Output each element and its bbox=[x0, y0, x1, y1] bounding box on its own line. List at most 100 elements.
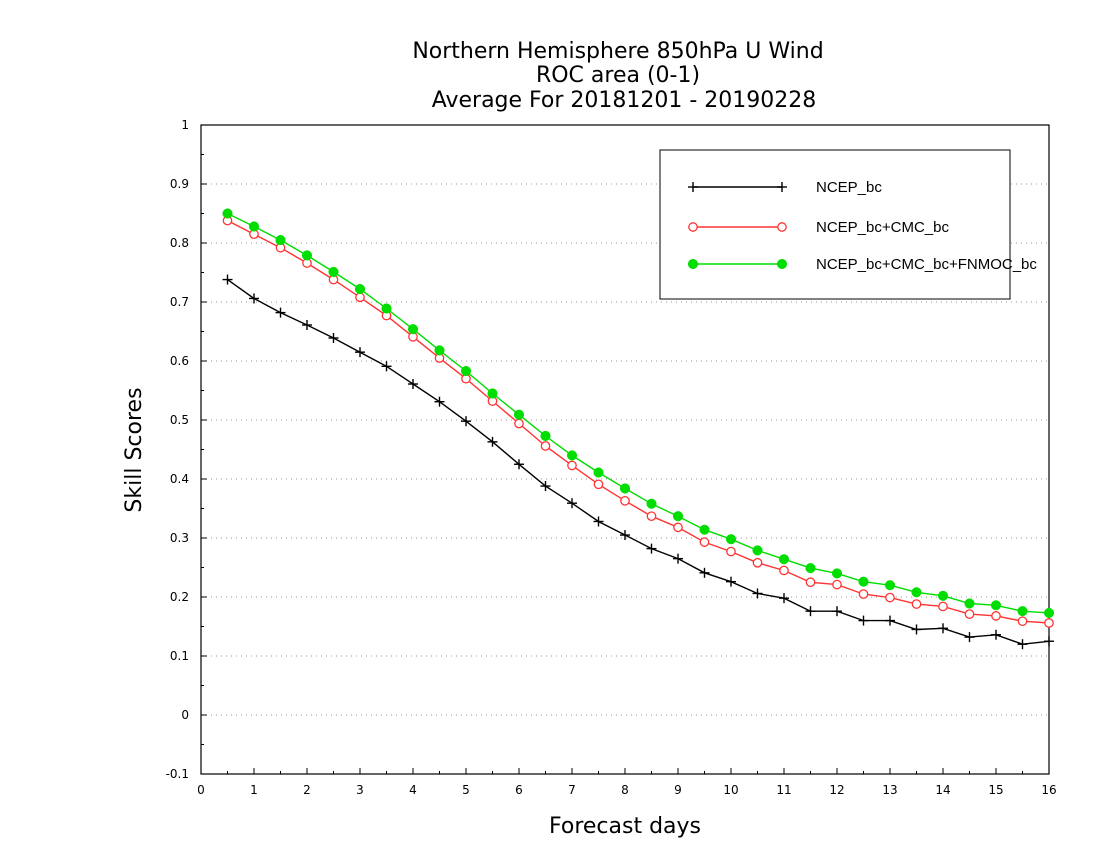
series-1-point-12 bbox=[540, 441, 551, 451]
series-2-point-0 bbox=[222, 208, 233, 219]
series-0-point-15 bbox=[620, 530, 630, 541]
series-1-point-31 bbox=[1044, 618, 1054, 628]
series-0-point-8 bbox=[434, 396, 445, 407]
series-1-point-26 bbox=[911, 599, 922, 609]
series-0-point-5 bbox=[355, 347, 365, 358]
series-2-point-15 bbox=[619, 483, 631, 494]
series-2-point-24 bbox=[858, 576, 869, 587]
y-tick-label-4: 0.3 bbox=[170, 531, 189, 545]
y-tick-label-10: 0.9 bbox=[170, 177, 189, 191]
series-2-point-14 bbox=[593, 467, 604, 478]
series-1-point-13 bbox=[567, 460, 577, 471]
legend-marker-start-1 bbox=[688, 222, 698, 232]
series-0-point-30 bbox=[1017, 639, 1028, 650]
y-axis-title: Skill Scores bbox=[122, 387, 147, 512]
series-1 bbox=[222, 215, 1054, 628]
series-2-point-2 bbox=[275, 235, 286, 246]
series-0-point-11 bbox=[514, 459, 524, 470]
series-2-point-16 bbox=[646, 498, 657, 509]
series-2-point-3 bbox=[301, 250, 313, 261]
series-0-point-6 bbox=[381, 361, 392, 372]
series-1-point-18 bbox=[699, 537, 710, 547]
series-line-0 bbox=[227, 279, 1050, 645]
series-1-point-21 bbox=[779, 565, 789, 576]
series-1-point-24 bbox=[858, 589, 869, 599]
x-tick-label-10: 10 bbox=[723, 783, 738, 797]
series-1-point-20 bbox=[752, 557, 763, 568]
series-1-point-22 bbox=[805, 577, 816, 588]
series bbox=[222, 208, 1055, 650]
series-1-point-30 bbox=[1017, 616, 1028, 627]
series-2-point-12 bbox=[540, 430, 551, 441]
series-2-point-28 bbox=[964, 598, 975, 609]
series-1-point-25 bbox=[885, 592, 895, 603]
x-tick-label-6: 6 bbox=[515, 783, 523, 797]
series-2-point-13 bbox=[566, 450, 578, 461]
y-tick-label-5: 0.4 bbox=[170, 472, 189, 486]
x-tick-label-12: 12 bbox=[829, 783, 844, 797]
legend-label-0: NCEP_bc bbox=[816, 179, 882, 196]
series-0-point-23 bbox=[832, 606, 842, 617]
legend-marker-end-2 bbox=[776, 258, 788, 270]
title-line-1: Northern Hemisphere 850hPa U Wind bbox=[412, 39, 823, 64]
series-1-point-27 bbox=[938, 601, 948, 612]
y-tick-label-11: 1 bbox=[181, 118, 189, 132]
series-0-point-16 bbox=[646, 543, 657, 554]
x-tick-label-2: 2 bbox=[303, 783, 311, 797]
series-2-point-29 bbox=[990, 600, 1002, 611]
series-0-point-17 bbox=[673, 553, 683, 564]
series-2-point-9 bbox=[460, 365, 472, 377]
x-tick-label-11: 11 bbox=[776, 783, 791, 797]
title-line-2: ROC area (0-1) bbox=[536, 63, 700, 88]
chart-title: Northern Hemisphere 850hPa U Wind ROC ar… bbox=[412, 39, 823, 113]
series-2-point-26 bbox=[911, 587, 922, 598]
y-tick-label-3: 0.2 bbox=[170, 590, 189, 604]
x-tick-label-4: 4 bbox=[409, 783, 417, 797]
series-2-point-6 bbox=[381, 303, 392, 314]
series-2 bbox=[222, 208, 1055, 618]
series-2-point-11 bbox=[513, 409, 525, 420]
series-0-point-1 bbox=[249, 293, 259, 304]
series-1-point-29 bbox=[991, 611, 1001, 621]
legend-marker-end-0 bbox=[777, 182, 787, 192]
series-0-point-18 bbox=[699, 567, 710, 578]
series-2-point-1 bbox=[248, 221, 260, 232]
series-1-point-11 bbox=[514, 418, 524, 429]
series-0-point-4 bbox=[328, 332, 339, 343]
series-0-point-10 bbox=[487, 436, 498, 447]
series-0-point-13 bbox=[567, 498, 577, 509]
series-1-point-15 bbox=[620, 495, 630, 506]
x-tick-label-3: 3 bbox=[356, 783, 364, 797]
y-tick-label-8: 0.7 bbox=[170, 295, 189, 309]
y-tick-label-0: -0.1 bbox=[166, 767, 189, 781]
title-line-3: Average For 20181201 - 20190228 bbox=[432, 88, 817, 113]
y-tick-label-9: 0.8 bbox=[170, 236, 189, 250]
series-2-point-21 bbox=[778, 554, 790, 565]
x-tick-label-7: 7 bbox=[568, 783, 576, 797]
legend: NCEP_bc NCEP_bc+CMC_bc NCEP_bc+CMC_bc+FNMO… bbox=[659, 149, 1037, 300]
x-tick-label-14: 14 bbox=[935, 783, 950, 797]
y-axis-ticks: -0.1 0 0.1 0.2 0.3 0.4 0.5 0.6 0.7 0.8 0.9 1 bbox=[166, 118, 207, 781]
x-tick-label-13: 13 bbox=[882, 783, 897, 797]
legend-label-2: NCEP_bc+CMC_bc+FNMOC_bc bbox=[816, 256, 1037, 273]
x-tick-label-0: 0 bbox=[197, 783, 205, 797]
series-0-point-12 bbox=[540, 481, 551, 492]
series-0-point-14 bbox=[593, 516, 604, 527]
series-0-point-26 bbox=[911, 624, 922, 635]
series-0 bbox=[222, 274, 1054, 650]
series-2-point-10 bbox=[487, 388, 498, 399]
series-2-point-30 bbox=[1017, 606, 1028, 617]
series-0-point-28 bbox=[964, 632, 975, 643]
y-tick-label-6: 0.5 bbox=[170, 413, 189, 427]
series-0-point-7 bbox=[408, 379, 418, 390]
series-0-point-9 bbox=[461, 416, 471, 427]
series-0-point-24 bbox=[858, 615, 869, 626]
series-2-point-22 bbox=[805, 563, 816, 574]
legend-marker-start-2 bbox=[687, 258, 699, 270]
legend-marker-end-1 bbox=[777, 222, 787, 232]
series-2-point-20 bbox=[752, 545, 763, 556]
series-1-point-23 bbox=[832, 579, 842, 590]
series-0-point-0 bbox=[222, 274, 233, 285]
x-tick-label-16: 16 bbox=[1041, 783, 1056, 797]
